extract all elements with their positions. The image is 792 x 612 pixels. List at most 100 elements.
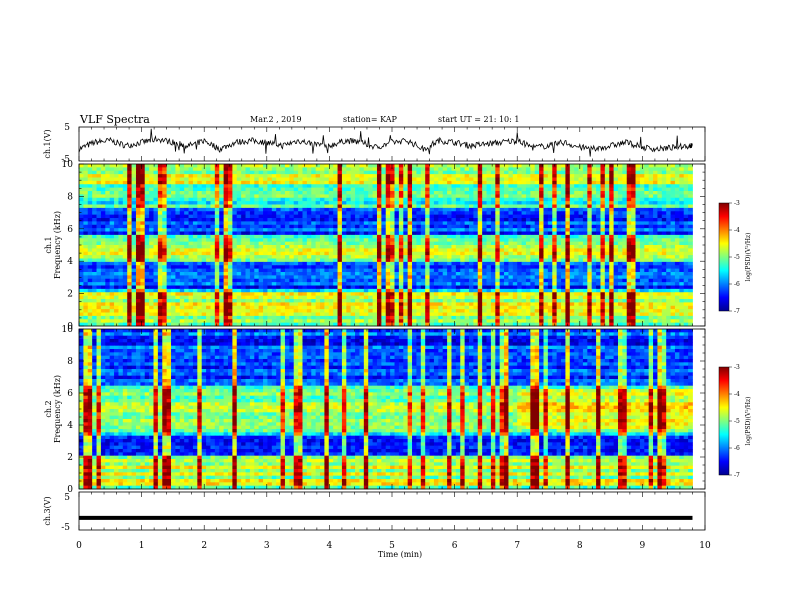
- spectrogram-cell: [359, 248, 365, 253]
- spectrogram-cell: [556, 174, 562, 178]
- spectrogram-cell: [499, 238, 505, 243]
- spectrogram-cell: [622, 228, 628, 232]
- spectrogram-cell: [328, 224, 334, 229]
- spectrogram-cell: [416, 174, 422, 178]
- spectrogram-cell: [298, 184, 303, 189]
- spectrogram-cell: [517, 211, 522, 216]
- spectrogram-cell: [512, 231, 518, 236]
- spectrogram-cell: [188, 204, 194, 209]
- spectrogram-cell: [644, 261, 650, 266]
- spectrogram-cell: [105, 221, 111, 226]
- spectrogram-cell: [412, 184, 417, 189]
- spectrogram-cell: [223, 174, 229, 178]
- spectrogram-cell: [171, 251, 176, 256]
- spectrogram-cell: [490, 265, 496, 270]
- spectrogram-cell: [359, 275, 365, 280]
- spectrogram-cell: [171, 224, 176, 229]
- spectrogram-cell: [276, 275, 281, 280]
- spectrogram-cell: [596, 272, 601, 276]
- spectrogram-cell: [688, 258, 693, 263]
- spectrogram-cell: [127, 194, 132, 199]
- spectrogram-cell: [604, 221, 610, 226]
- spectrogram-cell: [284, 218, 290, 222]
- spectrogram-cell: [674, 191, 680, 195]
- spectrogram-cell: [149, 180, 154, 185]
- spectrogram-cell: [455, 204, 461, 209]
- spectrogram-cell: [420, 245, 426, 249]
- spectrogram-cell: [390, 248, 395, 253]
- spectrogram-cell: [254, 164, 260, 168]
- spectrogram-cell: [683, 255, 689, 259]
- spectrogram-cell: [320, 187, 325, 192]
- spectrogram-cell: [617, 245, 623, 249]
- spectrogram-cell: [315, 167, 321, 172]
- spectrogram-cell: [245, 231, 251, 236]
- spectrogram-cell: [438, 272, 444, 276]
- spectrogram-cell: [337, 174, 343, 178]
- spectrogram-cell: [315, 184, 321, 189]
- spectrogram-cell: [355, 197, 360, 202]
- spectrogram-cell: [306, 197, 312, 202]
- spectrogram-cell: [569, 261, 575, 266]
- spectrogram-cell: [394, 164, 400, 168]
- spectrogram-cell: [92, 251, 97, 256]
- spectrogram-cell: [460, 238, 466, 243]
- spectrogram-cell: [596, 201, 601, 205]
- spectrogram-cell: [227, 187, 233, 192]
- spectrogram-cell: [359, 228, 365, 232]
- spectrogram-cell: [477, 265, 483, 270]
- spectrogram-cell: [565, 191, 571, 195]
- spectrogram-cell: [114, 248, 119, 253]
- spectrogram-cell: [280, 218, 286, 222]
- spectrogram-cell: [175, 241, 181, 246]
- spectrogram-cell: [582, 234, 588, 239]
- spectrogram-cell: [127, 228, 132, 232]
- spectrogram-cell: [223, 261, 229, 266]
- spectrogram-cell: [346, 164, 352, 168]
- spectrogram-cell: [525, 255, 531, 259]
- spectrogram-cell: [157, 278, 163, 283]
- spectrogram-cell: [512, 255, 518, 259]
- spectrogram-cell: [587, 268, 593, 273]
- spectrogram-cell: [561, 245, 566, 249]
- spectrogram-cell: [504, 214, 509, 219]
- spectrogram-cell: [534, 187, 540, 192]
- spectrogram-cell: [83, 234, 89, 239]
- spectrogram-cell: [552, 224, 558, 229]
- spectrogram-cell: [626, 207, 632, 212]
- spectrogram-cell: [381, 268, 387, 273]
- spectrogram-cell: [543, 194, 549, 199]
- spectrogram-cell: [626, 187, 632, 192]
- spectrogram-cell: [293, 184, 299, 189]
- spectrogram-cell: [429, 211, 435, 216]
- spectrogram-cell: [578, 228, 584, 232]
- spectrogram-cell: [306, 278, 312, 283]
- spectrogram-cell: [271, 265, 277, 270]
- spectrogram-cell: [420, 164, 426, 168]
- spectrogram-cell: [604, 265, 610, 270]
- spectrogram-cell: [298, 245, 303, 249]
- spectrogram-cell: [337, 197, 343, 202]
- spectrogram-cell: [394, 218, 400, 222]
- spectrogram-cell: [372, 177, 378, 182]
- spectrogram-cell: [162, 224, 168, 229]
- spectrogram-cell: [210, 275, 216, 280]
- spectrogram-cell: [227, 180, 233, 185]
- spectrogram-cell: [284, 248, 290, 253]
- spectrogram-cell: [372, 245, 378, 249]
- spectrogram-cell: [469, 174, 474, 178]
- spectrogram-cell: [105, 201, 111, 205]
- spectrogram-cell: [609, 194, 614, 199]
- spectrogram-cell: [162, 201, 168, 205]
- spectrogram-cell: [109, 278, 115, 283]
- spectrogram-cell: [552, 184, 558, 189]
- spectrogram-cell: [324, 272, 330, 276]
- spectrogram-cell: [639, 191, 645, 195]
- spectrogram-cell: [433, 231, 439, 236]
- spectrogram-cell: [263, 180, 268, 185]
- spectrogram-cell: [539, 278, 544, 283]
- spectrogram-cell: [210, 234, 216, 239]
- spectrogram-cell: [477, 268, 483, 273]
- spectrogram-cell: [477, 278, 483, 283]
- spectrogram-cell: [258, 238, 264, 243]
